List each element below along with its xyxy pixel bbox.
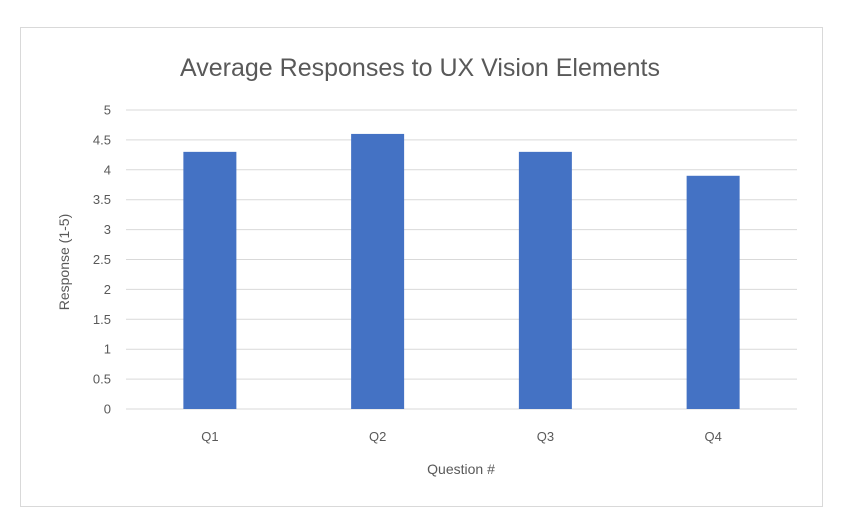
x-axis-label: Question # <box>427 461 495 477</box>
x-axis-ticks: Q1 Q2 Q3 Q4 <box>201 429 722 444</box>
y-axis-ticks: 0 0.5 1 1.5 2 2.5 3 3.5 4 4.5 5 <box>93 103 111 417</box>
y-tick-label: 0.5 <box>93 372 111 387</box>
y-axis-label: Response (1-5) <box>56 214 72 311</box>
bar-q3 <box>518 151 572 410</box>
y-tick-label: 1.5 <box>93 312 111 327</box>
gridlines <box>126 109 797 410</box>
x-tick-label: Q2 <box>369 429 386 444</box>
x-tick-label: Q3 <box>537 429 554 444</box>
x-tick-label: Q1 <box>201 429 218 444</box>
y-tick-label: 4.5 <box>93 132 111 147</box>
chart-title: Average Responses to UX Vision Elements <box>180 54 660 82</box>
y-tick-label: 2 <box>104 282 111 297</box>
y-tick-label: 3.5 <box>93 192 111 207</box>
y-tick-label: 4 <box>104 162 111 177</box>
bar-q4 <box>686 175 740 409</box>
bar-q2 <box>351 133 405 410</box>
bar-q1 <box>183 151 237 410</box>
y-tick-label: 5 <box>104 103 111 118</box>
y-tick-label: 0 <box>104 402 111 417</box>
y-tick-label: 1 <box>104 342 111 357</box>
y-tick-label: 3 <box>104 222 111 237</box>
bars <box>183 133 740 410</box>
x-tick-label: Q4 <box>704 429 721 444</box>
y-tick-label: 2.5 <box>93 252 111 267</box>
